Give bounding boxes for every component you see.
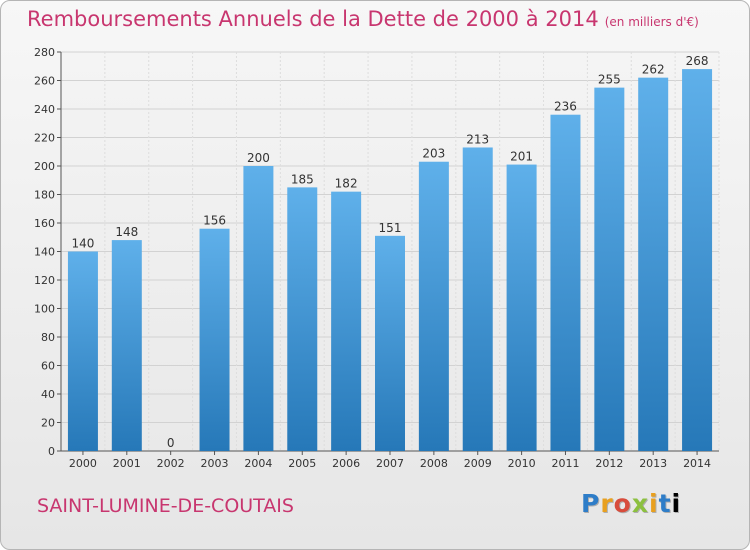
- bar-value-label: 148: [115, 225, 138, 239]
- x-tick-label: 2002: [157, 457, 185, 470]
- x-tick-label: 2007: [376, 457, 404, 470]
- x-tick-label: 2012: [595, 457, 623, 470]
- x-tick-label: 2014: [683, 457, 711, 470]
- bar: [418, 161, 449, 451]
- y-tick-label: 0: [48, 445, 55, 458]
- proxiti-logo: Proxiti: [581, 489, 681, 518]
- bar-value-label: 140: [71, 237, 94, 251]
- y-tick-label: 80: [41, 331, 55, 344]
- y-tick-label: 140: [34, 246, 55, 259]
- logo-letter: i: [671, 489, 682, 518]
- y-tick-label: 220: [34, 132, 55, 145]
- x-tick-label: 2004: [244, 457, 272, 470]
- bar: [199, 228, 230, 451]
- bar-value-label: 203: [422, 147, 445, 161]
- x-tick-label: 2009: [464, 457, 492, 470]
- logo-letter: P: [581, 489, 601, 518]
- logo-letter: i: [649, 489, 659, 518]
- x-tick-label: 2013: [639, 457, 667, 470]
- x-tick-label: 2000: [69, 457, 97, 470]
- bar-value-label: 262: [642, 63, 665, 77]
- y-tick-label: 280: [34, 46, 55, 59]
- x-tick-label: 2010: [508, 457, 536, 470]
- bar: [550, 114, 581, 451]
- y-tick-label: 20: [41, 417, 55, 430]
- y-tick-label: 180: [34, 189, 55, 202]
- bar: [594, 87, 625, 451]
- y-tick-label: 100: [34, 303, 55, 316]
- bar-value-label: 201: [510, 150, 533, 164]
- bar-value-label: 255: [598, 73, 621, 87]
- x-tick-label: 2001: [113, 457, 141, 470]
- y-tick-label: 240: [34, 103, 55, 116]
- bar-value-label: 213: [466, 132, 489, 146]
- bar: [462, 147, 493, 451]
- bar-value-label: 156: [203, 214, 226, 228]
- y-tick-label: 260: [34, 75, 55, 88]
- bar-value-label: 268: [686, 54, 709, 68]
- bar-value-label: 185: [291, 172, 314, 186]
- bar: [111, 240, 142, 451]
- bar: [682, 69, 713, 451]
- bar: [287, 187, 318, 451]
- bar: [375, 235, 405, 451]
- chart-title: Remboursements Annuels de la Dette de 20…: [27, 7, 699, 31]
- x-tick-label: 2005: [288, 457, 316, 470]
- chart-subtitle: (en milliers d'€): [604, 15, 699, 29]
- bar-value-label: 182: [335, 177, 358, 191]
- bar-value-label: 236: [554, 100, 577, 114]
- x-tick-label: 2011: [551, 457, 579, 470]
- bar-value-label: 200: [247, 151, 270, 165]
- x-tick-label: 2003: [201, 457, 229, 470]
- bar: [243, 166, 274, 451]
- y-tick-label: 200: [34, 160, 55, 173]
- logo-letter: r: [600, 489, 614, 518]
- logo-letter: t: [658, 489, 672, 518]
- logo-letter: o: [613, 489, 632, 518]
- bar: [67, 251, 98, 451]
- bar: [638, 77, 669, 452]
- x-tick-label: 2006: [332, 457, 360, 470]
- plot-area: 0 20 40 60 80 100 120 140 160 180 200 220 240 260 280 1…: [34, 46, 720, 470]
- chart-title-text: Remboursements Annuels de la Dette de 20…: [27, 7, 599, 31]
- bar-value-label: 151: [379, 221, 402, 235]
- logo-letter: x: [631, 489, 649, 518]
- commune-name: SAINT-LUMINE-DE-COUTAIS: [37, 495, 294, 517]
- bar-value-label: 0: [167, 436, 175, 450]
- bar: [506, 164, 537, 451]
- y-tick-label: 40: [41, 388, 55, 401]
- x-tick-label: 2008: [420, 457, 448, 470]
- y-tick-label: 60: [41, 360, 55, 373]
- y-tick-label: 160: [34, 217, 55, 230]
- y-tick-label: 120: [34, 274, 55, 287]
- bar: [331, 191, 362, 451]
